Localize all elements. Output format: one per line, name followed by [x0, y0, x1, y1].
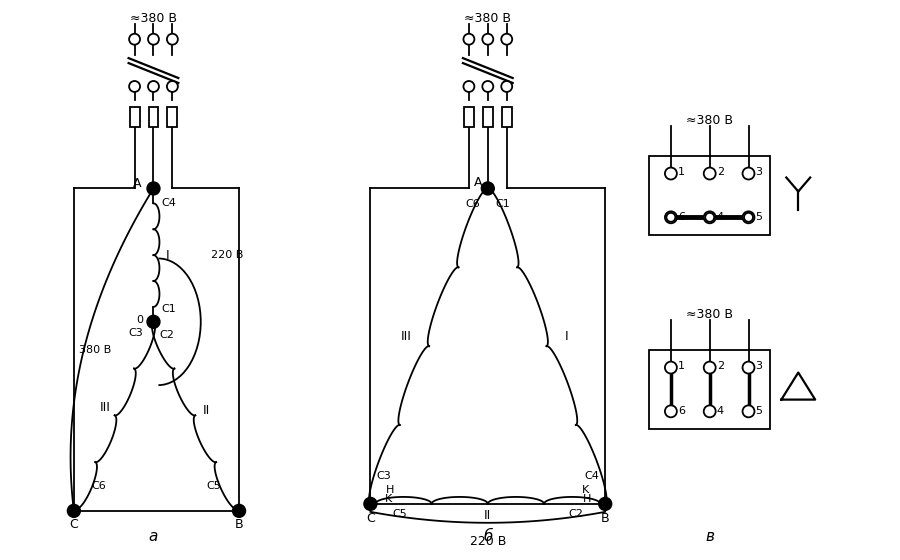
Bar: [167, 107, 177, 127]
Circle shape: [148, 81, 159, 92]
Text: C4: C4: [584, 471, 599, 481]
Circle shape: [665, 405, 677, 417]
Circle shape: [166, 34, 178, 45]
Text: B: B: [235, 518, 243, 531]
Text: 1: 1: [678, 361, 685, 371]
Text: H: H: [583, 494, 591, 504]
Text: 1: 1: [678, 166, 685, 176]
Bar: [130, 107, 140, 127]
Circle shape: [665, 362, 677, 374]
Text: ≈380 В: ≈380 В: [130, 12, 177, 25]
Text: 2: 2: [716, 361, 724, 371]
Circle shape: [464, 34, 474, 45]
Circle shape: [704, 362, 716, 374]
Text: C: C: [69, 518, 78, 531]
Circle shape: [501, 81, 512, 92]
Text: H: H: [386, 485, 394, 495]
Text: в: в: [706, 529, 715, 544]
Circle shape: [464, 81, 474, 92]
Circle shape: [742, 405, 754, 417]
Text: б: б: [483, 529, 492, 544]
Bar: [501, 107, 512, 127]
Text: I: I: [166, 249, 169, 262]
Text: 6: 6: [678, 212, 685, 222]
Circle shape: [129, 34, 140, 45]
Text: K: K: [384, 494, 392, 504]
Text: 0: 0: [137, 315, 143, 325]
Text: 4: 4: [716, 212, 724, 222]
Circle shape: [129, 81, 140, 92]
Text: 3: 3: [755, 361, 762, 371]
Text: 4: 4: [716, 407, 724, 416]
Text: C2: C2: [159, 330, 175, 340]
Text: C6: C6: [92, 481, 106, 491]
Circle shape: [744, 213, 753, 222]
Text: C1: C1: [496, 199, 510, 209]
Circle shape: [147, 182, 160, 195]
Bar: [464, 107, 474, 127]
Text: A: A: [474, 176, 482, 189]
Text: 220 В: 220 В: [211, 250, 243, 260]
Text: C3: C3: [129, 328, 143, 338]
Text: C3: C3: [376, 471, 392, 481]
Text: C2: C2: [569, 509, 583, 519]
Text: а: а: [148, 529, 158, 544]
Text: 220 В: 220 В: [470, 535, 506, 548]
Bar: [649, 349, 770, 430]
Text: I: I: [564, 330, 568, 343]
Text: 380 В: 380 В: [79, 344, 111, 354]
Circle shape: [482, 34, 493, 45]
Text: II: II: [484, 510, 491, 522]
Text: C5: C5: [206, 481, 221, 491]
Text: ≈380 В: ≈380 В: [464, 12, 511, 25]
Circle shape: [501, 34, 512, 45]
Text: 6: 6: [678, 407, 685, 416]
Text: ≈380 В: ≈380 В: [686, 309, 733, 321]
Text: C4: C4: [161, 198, 176, 208]
Text: C5: C5: [392, 509, 407, 519]
Circle shape: [147, 315, 160, 328]
Circle shape: [232, 505, 246, 517]
Text: 2: 2: [716, 166, 724, 176]
Bar: [148, 107, 158, 127]
Circle shape: [742, 211, 754, 223]
Circle shape: [166, 81, 178, 92]
Circle shape: [148, 34, 159, 45]
Text: 3: 3: [755, 166, 762, 176]
Circle shape: [598, 497, 612, 510]
Circle shape: [704, 405, 716, 417]
Bar: [482, 107, 493, 127]
Text: III: III: [100, 401, 111, 414]
Circle shape: [666, 213, 675, 222]
Text: K: K: [581, 485, 589, 495]
Circle shape: [364, 497, 377, 510]
Text: A: A: [133, 177, 141, 190]
Circle shape: [742, 167, 754, 180]
Text: II: II: [203, 404, 211, 417]
Text: C6: C6: [465, 199, 480, 209]
Circle shape: [704, 167, 716, 180]
Text: III: III: [400, 330, 411, 343]
Circle shape: [482, 182, 494, 195]
Circle shape: [665, 211, 677, 223]
Text: 5: 5: [755, 212, 762, 222]
Text: C: C: [366, 512, 374, 525]
Circle shape: [742, 362, 754, 374]
Text: B: B: [601, 512, 609, 525]
Bar: [649, 156, 770, 235]
Circle shape: [665, 167, 677, 180]
Circle shape: [706, 213, 715, 222]
Text: ≈380 В: ≈380 В: [686, 114, 733, 127]
Circle shape: [68, 505, 80, 517]
Text: C1: C1: [161, 304, 176, 314]
Circle shape: [482, 81, 493, 92]
Circle shape: [704, 211, 716, 223]
Text: 5: 5: [755, 407, 762, 416]
